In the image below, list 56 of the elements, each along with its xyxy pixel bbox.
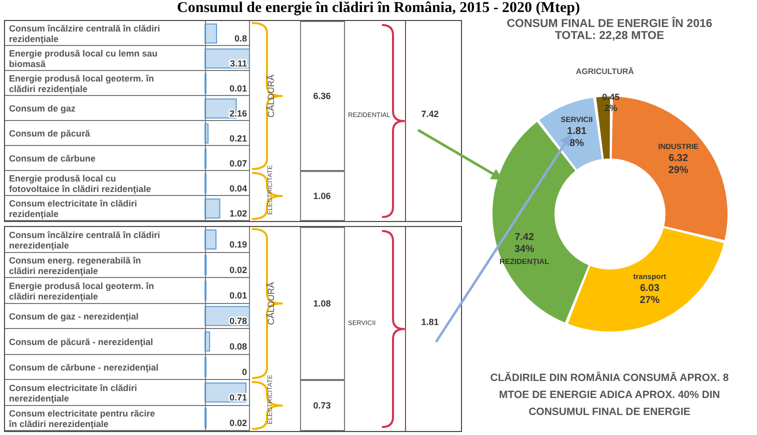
data-label: 0.02 — [229, 418, 247, 428]
text: 1.08 — [313, 298, 331, 308]
text: CLĂDIRILE DIN ROMÂNIA CONSUMĂ APROX. 8 MTOE DE ENERGIE ADICA APROX. 40% DIN CONSUMUL FINAL DE ENERGIE — [489, 370, 730, 420]
text: 1.81 — [421, 317, 439, 327]
y-tick-label: Energie produsă local geoterm. în clădiri nerezidenţiale — [9, 280, 154, 302]
data-label: 0.08 — [229, 342, 247, 352]
slice-label: transport — [633, 272, 667, 281]
y-tick-label: Consum încălzire centrală în clădiri nerezidenţiale — [9, 230, 160, 250]
y-tick-label: Energie produsă local geoterm. în clădiri rezidenţiale — [9, 74, 154, 94]
data-label: 0.19 — [229, 240, 247, 250]
bar — [204, 230, 216, 250]
y-tick-label: Consum electricitate în clădiri nerezidenţiale — [9, 382, 138, 404]
data-label: 0.45 2% — [602, 92, 620, 113]
text: 0.73 — [313, 400, 331, 410]
y-tick-label: Consum electricitate în clădiri rezidenţiale — [9, 198, 138, 219]
y-tick-label: Energie produsă local cu fotovoltaice în clădiri rezidenţiale — [9, 174, 152, 194]
slice-label: SERVICII — [560, 115, 593, 124]
y-tick-label: Consum de cărbune - nerezidenţial — [9, 362, 159, 372]
y-tick-label: Consum electricitate pentru răcire în clădiri nerezidenţiale — [8, 408, 156, 429]
chart-title: CONSUM FINAL DE ENERGIE ÎN 2016 — [506, 18, 714, 30]
data-label: 0.01 — [229, 290, 247, 301]
data-label: 1.02 — [229, 208, 247, 218]
data-label: 0.01 — [229, 84, 247, 94]
bar — [204, 198, 220, 218]
data-label: 0.02 — [229, 265, 247, 276]
data-label: 6.32 29% — [668, 152, 688, 176]
slice-label: INDUSTRIE — [658, 142, 699, 151]
y-tick-label: Consum de păcură - nerezidenţial — [9, 336, 154, 347]
text: 1.06 — [313, 191, 331, 201]
data-label: 0 — [242, 367, 247, 378]
data-label: 7.42 34% — [514, 232, 534, 255]
slice-label: AGRICULTURĂ — [576, 66, 634, 76]
y-tick-label: Consum de păcură — [9, 128, 92, 138]
text: Consumul de energie în clădiri în România, 2015 - 2020 (Mtep) — [176, 0, 581, 17]
y-tick-label: Consum încălzire centrală în clădiri rezidenţiale — [9, 24, 160, 44]
y-tick-label: Consum de gaz - nerezidenţial — [9, 311, 139, 322]
data-label: 0.07 — [229, 158, 247, 168]
data-label: 0.21 — [229, 134, 247, 144]
bar — [204, 332, 210, 352]
data-label: 3.11 — [230, 58, 247, 68]
bar — [204, 124, 209, 144]
data-label: 6.03 27% — [640, 282, 660, 306]
bar — [204, 24, 218, 44]
data-label: 0.8 — [234, 34, 247, 44]
data-label: 0.04 — [229, 184, 247, 194]
data-label: 0.78 — [229, 316, 247, 326]
text: 6.36 — [313, 91, 331, 101]
chart-subtitle: TOTAL: 22,28 MTOE — [554, 30, 666, 42]
text: 7.42 — [421, 109, 439, 119]
y-tick-label: Consum energ. regenerabilă în clădiri nerezidenţiale — [9, 255, 142, 276]
y-tick-label: Consum de cărbune — [9, 154, 96, 164]
data-label: 1.81 8% — [567, 126, 587, 150]
text: CĂLDURĂ — [266, 282, 276, 326]
y-tick-label: Energie produsă local cu lemn sau biomasă — [9, 48, 158, 69]
y-tick-label: Consum de gaz — [9, 104, 76, 114]
text: CĂLDURĂ — [266, 74, 276, 118]
